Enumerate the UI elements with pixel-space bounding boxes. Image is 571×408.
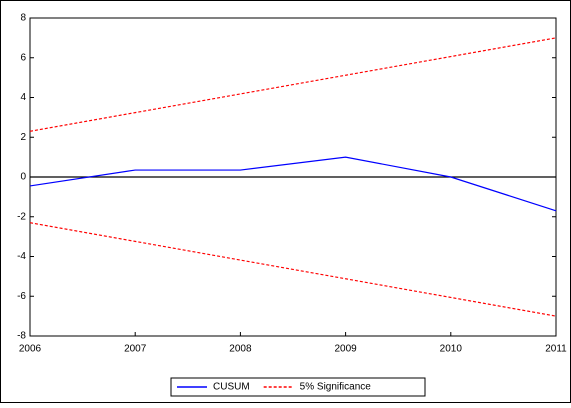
legend-label: 5% Significance [300,382,372,393]
x-tick-label: 2009 [334,344,357,355]
legend-label: CUSUM [213,382,250,393]
y-tick-label: 6 [20,52,26,63]
y-tick-label: -6 [17,291,26,302]
legend: CUSUM 5% Significance [170,377,426,397]
x-tick-label: 2006 [19,344,42,355]
y-tick-label: 8 [20,13,26,24]
y-tick-label: -2 [17,211,26,222]
y-tick-label: 0 [20,172,26,183]
x-tick-label: 2011 [545,344,567,355]
y-tick-label: -4 [17,251,26,262]
series-line [29,222,557,317]
series-line [29,156,557,212]
x-tick-label: 2008 [229,344,252,355]
y-tick-label: -8 [17,331,26,342]
y-tick-label: 4 [20,92,26,103]
legend-box [170,377,426,397]
x-tick-label: 2007 [124,344,147,355]
x-tick-label: 2010 [440,344,463,355]
y-tick-label: 2 [20,132,26,143]
series-line [29,37,557,132]
